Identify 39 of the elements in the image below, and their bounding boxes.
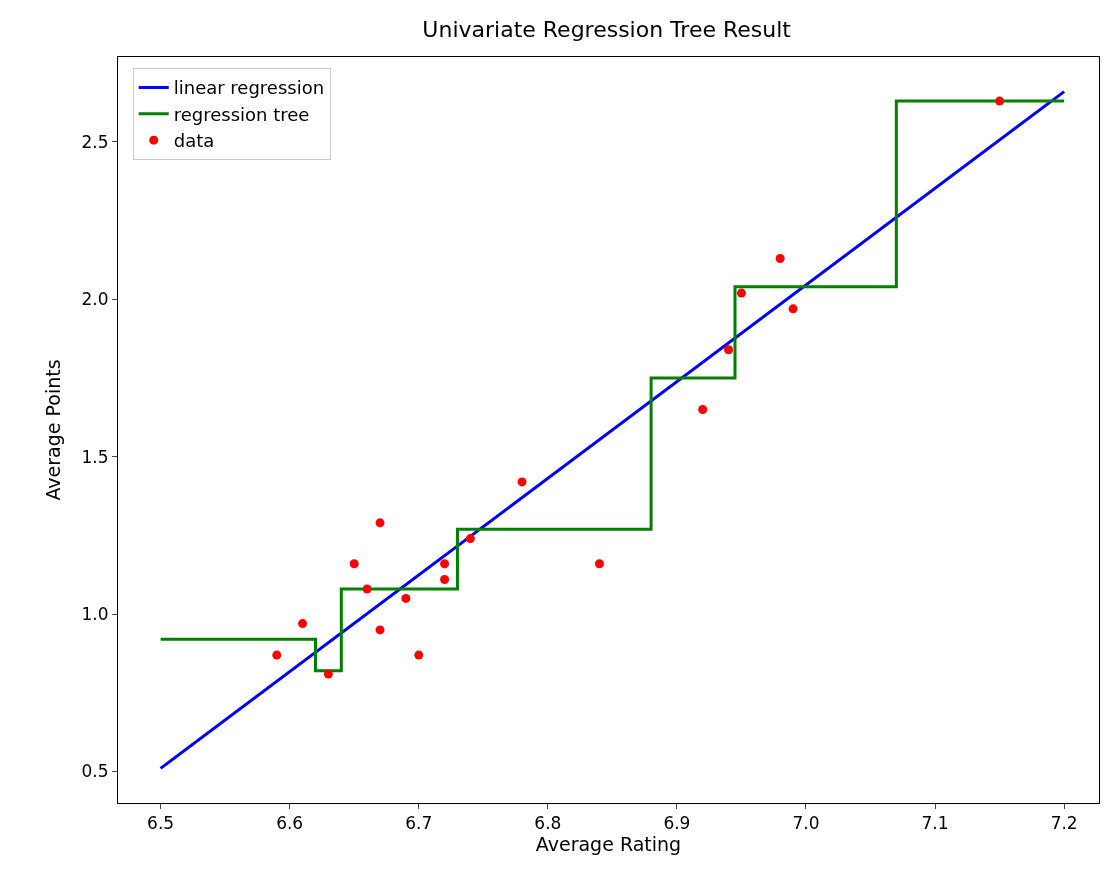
point bbox=[375, 625, 385, 635]
y-tick-label: 2.5 bbox=[81, 131, 109, 152]
point bbox=[736, 288, 746, 298]
legend-label: regression tree bbox=[173, 103, 310, 125]
point bbox=[517, 477, 527, 487]
point bbox=[298, 619, 308, 629]
y-tick-label: 0.5 bbox=[81, 761, 109, 782]
x-tick-label: 6.6 bbox=[276, 813, 304, 834]
point bbox=[401, 593, 411, 603]
chart-title: Univariate Regression Tree Result bbox=[422, 17, 792, 43]
point bbox=[724, 345, 734, 355]
x-axis-title: Average Rating bbox=[535, 833, 682, 856]
point bbox=[788, 304, 798, 314]
point bbox=[698, 405, 708, 415]
point bbox=[272, 650, 282, 660]
x-tick-label: 7.0 bbox=[792, 813, 820, 834]
x-tick-label: 6.8 bbox=[534, 813, 562, 834]
point bbox=[440, 575, 450, 585]
point bbox=[775, 253, 785, 263]
y-tick-label: 1.0 bbox=[81, 604, 109, 625]
point bbox=[414, 650, 424, 660]
point bbox=[594, 559, 604, 569]
point bbox=[440, 559, 450, 569]
point bbox=[323, 669, 333, 679]
y-tick-label: 2.0 bbox=[81, 289, 109, 310]
legend-label: linear regression bbox=[173, 77, 325, 99]
x-tick-label: 6.9 bbox=[663, 813, 691, 834]
x-tick-label: 7.1 bbox=[921, 813, 949, 834]
point bbox=[375, 518, 385, 528]
x-tick-label: 7.2 bbox=[1050, 813, 1078, 834]
x-tick-label: 6.5 bbox=[147, 813, 175, 834]
point bbox=[465, 534, 475, 544]
y-tick-label: 1.5 bbox=[81, 446, 109, 467]
point bbox=[349, 559, 359, 569]
y-axis-title: Average Points bbox=[42, 359, 65, 501]
legend-label: data bbox=[173, 130, 215, 152]
point bbox=[362, 584, 372, 594]
x-tick-label: 6.7 bbox=[405, 813, 433, 834]
point bbox=[995, 96, 1005, 106]
